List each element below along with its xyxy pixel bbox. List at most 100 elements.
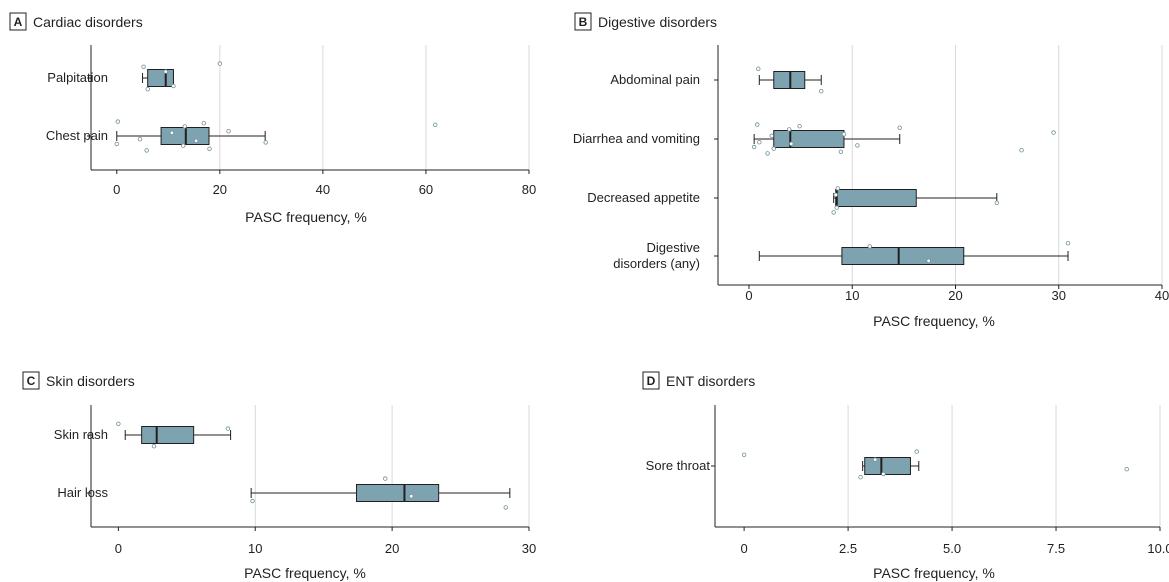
category-label-line: Skin rash bbox=[54, 427, 108, 442]
data-point bbox=[116, 421, 121, 426]
data-point bbox=[831, 210, 836, 215]
data-point bbox=[787, 127, 792, 132]
data-point bbox=[225, 426, 231, 431]
panel-letter: B bbox=[579, 15, 588, 29]
plot-area: 0 20 40 60 80 Palpitation Chest pain bbox=[46, 45, 536, 197]
category-label-line: Diarrhea and vomiting bbox=[573, 131, 700, 146]
data-point bbox=[503, 505, 508, 510]
panel-digestive-disorders: B Digestive disorders 0 10 20 30 40 Abdominal… bbox=[573, 12, 1169, 329]
iqr-box bbox=[864, 457, 911, 475]
x-tick-label: 0 bbox=[745, 288, 752, 303]
category-label-line: Chest pain bbox=[46, 128, 108, 143]
x-axis-title: PASC frequency, % bbox=[245, 209, 367, 225]
category-label: Hair loss bbox=[57, 485, 108, 500]
data-point bbox=[171, 83, 176, 89]
x-tick-label: 5.0 bbox=[943, 541, 961, 556]
x-tick-label: 20 bbox=[385, 541, 399, 556]
data-point bbox=[741, 452, 747, 457]
panel-letter-box bbox=[9, 12, 27, 31]
data-point bbox=[201, 120, 207, 126]
x-tick-label: 10 bbox=[248, 541, 262, 556]
data-point bbox=[1124, 467, 1129, 472]
category-label-line: Hair loss bbox=[57, 485, 108, 500]
panel-letter: C bbox=[27, 374, 36, 388]
x-tick-label: 7.5 bbox=[1047, 541, 1065, 556]
category-label: Chest pain bbox=[46, 128, 108, 143]
iqr-box bbox=[773, 71, 806, 89]
data-point bbox=[858, 475, 863, 480]
panel-title: Digestive disorders bbox=[598, 14, 717, 30]
category-label: Skin rash bbox=[54, 427, 108, 442]
data-point bbox=[755, 122, 760, 127]
data-point bbox=[250, 498, 255, 504]
data-point bbox=[855, 143, 860, 148]
panel-title: Cardiac disorders bbox=[33, 14, 143, 30]
x-tick-label: 10.0 bbox=[1147, 541, 1169, 556]
data-point bbox=[789, 141, 794, 146]
data-point bbox=[115, 119, 120, 124]
category-label-line: Decreased appetite bbox=[587, 190, 700, 205]
data-point bbox=[914, 449, 919, 454]
x-axis-title: PASC frequency, % bbox=[244, 565, 366, 581]
iqr-box bbox=[773, 130, 845, 148]
panel-letter: A bbox=[14, 15, 23, 29]
data-point bbox=[1051, 130, 1056, 135]
data-point bbox=[144, 148, 149, 153]
data-point bbox=[217, 61, 223, 66]
data-point bbox=[926, 258, 931, 263]
iqr-box bbox=[141, 426, 195, 444]
x-tick-label: 10 bbox=[845, 288, 859, 303]
iqr-box bbox=[835, 189, 917, 207]
plot-area: 0 2.5 5.0 7.5 10.0 Sore throat bbox=[646, 405, 1169, 556]
category-label: Palpitation bbox=[47, 70, 108, 85]
x-tick-label: 20 bbox=[213, 182, 227, 197]
x-tick-label: 0 bbox=[740, 541, 747, 556]
data-point bbox=[1019, 147, 1024, 153]
panel-letter: D bbox=[647, 374, 656, 388]
data-point bbox=[169, 130, 175, 135]
x-axis-title: PASC frequency, % bbox=[873, 313, 995, 329]
data-point bbox=[433, 122, 438, 127]
data-point bbox=[145, 86, 150, 92]
data-point bbox=[797, 123, 802, 129]
data-point bbox=[765, 151, 770, 156]
panel-skin-disorders: C Skin disorders 0 10 20 30 Skin rash Hair lo… bbox=[22, 371, 536, 581]
data-point bbox=[193, 138, 199, 143]
panel-cardiac-disorders: A Cardiac disorders 0 20 40 60 80 Palpitation… bbox=[9, 12, 536, 225]
iqr-box bbox=[356, 484, 440, 502]
data-point bbox=[756, 66, 761, 71]
x-tick-label: 40 bbox=[1155, 288, 1169, 303]
data-point bbox=[207, 146, 212, 151]
category-label-line: Abdominal pain bbox=[610, 72, 700, 87]
data-point bbox=[383, 476, 388, 481]
x-tick-label: 0 bbox=[115, 541, 122, 556]
category-label: Abdominal pain bbox=[610, 72, 700, 87]
panel-title: ENT disorders bbox=[666, 373, 755, 389]
data-point bbox=[834, 205, 839, 210]
x-tick-label: 80 bbox=[522, 182, 536, 197]
data-point bbox=[226, 128, 231, 134]
x-tick-label: 0 bbox=[113, 182, 120, 197]
data-point bbox=[137, 136, 143, 142]
data-point bbox=[141, 64, 146, 69]
data-point bbox=[872, 457, 878, 462]
data-point bbox=[151, 444, 157, 449]
data-point bbox=[181, 143, 186, 148]
data-point bbox=[771, 146, 776, 151]
x-axis-title: PASC frequency, % bbox=[873, 565, 995, 581]
panel-letter-box bbox=[22, 371, 40, 390]
iqr-box bbox=[147, 69, 174, 87]
category-label-line: Palpitation bbox=[47, 70, 108, 85]
data-point bbox=[867, 244, 872, 249]
x-tick-label: 30 bbox=[522, 541, 536, 556]
x-tick-label: 60 bbox=[419, 182, 433, 197]
data-point bbox=[182, 124, 187, 129]
panel-title: Skin disorders bbox=[46, 373, 135, 389]
category-label: Diarrhea and vomiting bbox=[573, 131, 700, 146]
category-label-line: Sore throat bbox=[646, 458, 711, 473]
panel-letter-box bbox=[574, 12, 592, 31]
x-tick-label: 40 bbox=[316, 182, 330, 197]
category-label-line: Digestive bbox=[647, 240, 700, 255]
category-label: Digestive disorders (any) bbox=[613, 240, 700, 271]
